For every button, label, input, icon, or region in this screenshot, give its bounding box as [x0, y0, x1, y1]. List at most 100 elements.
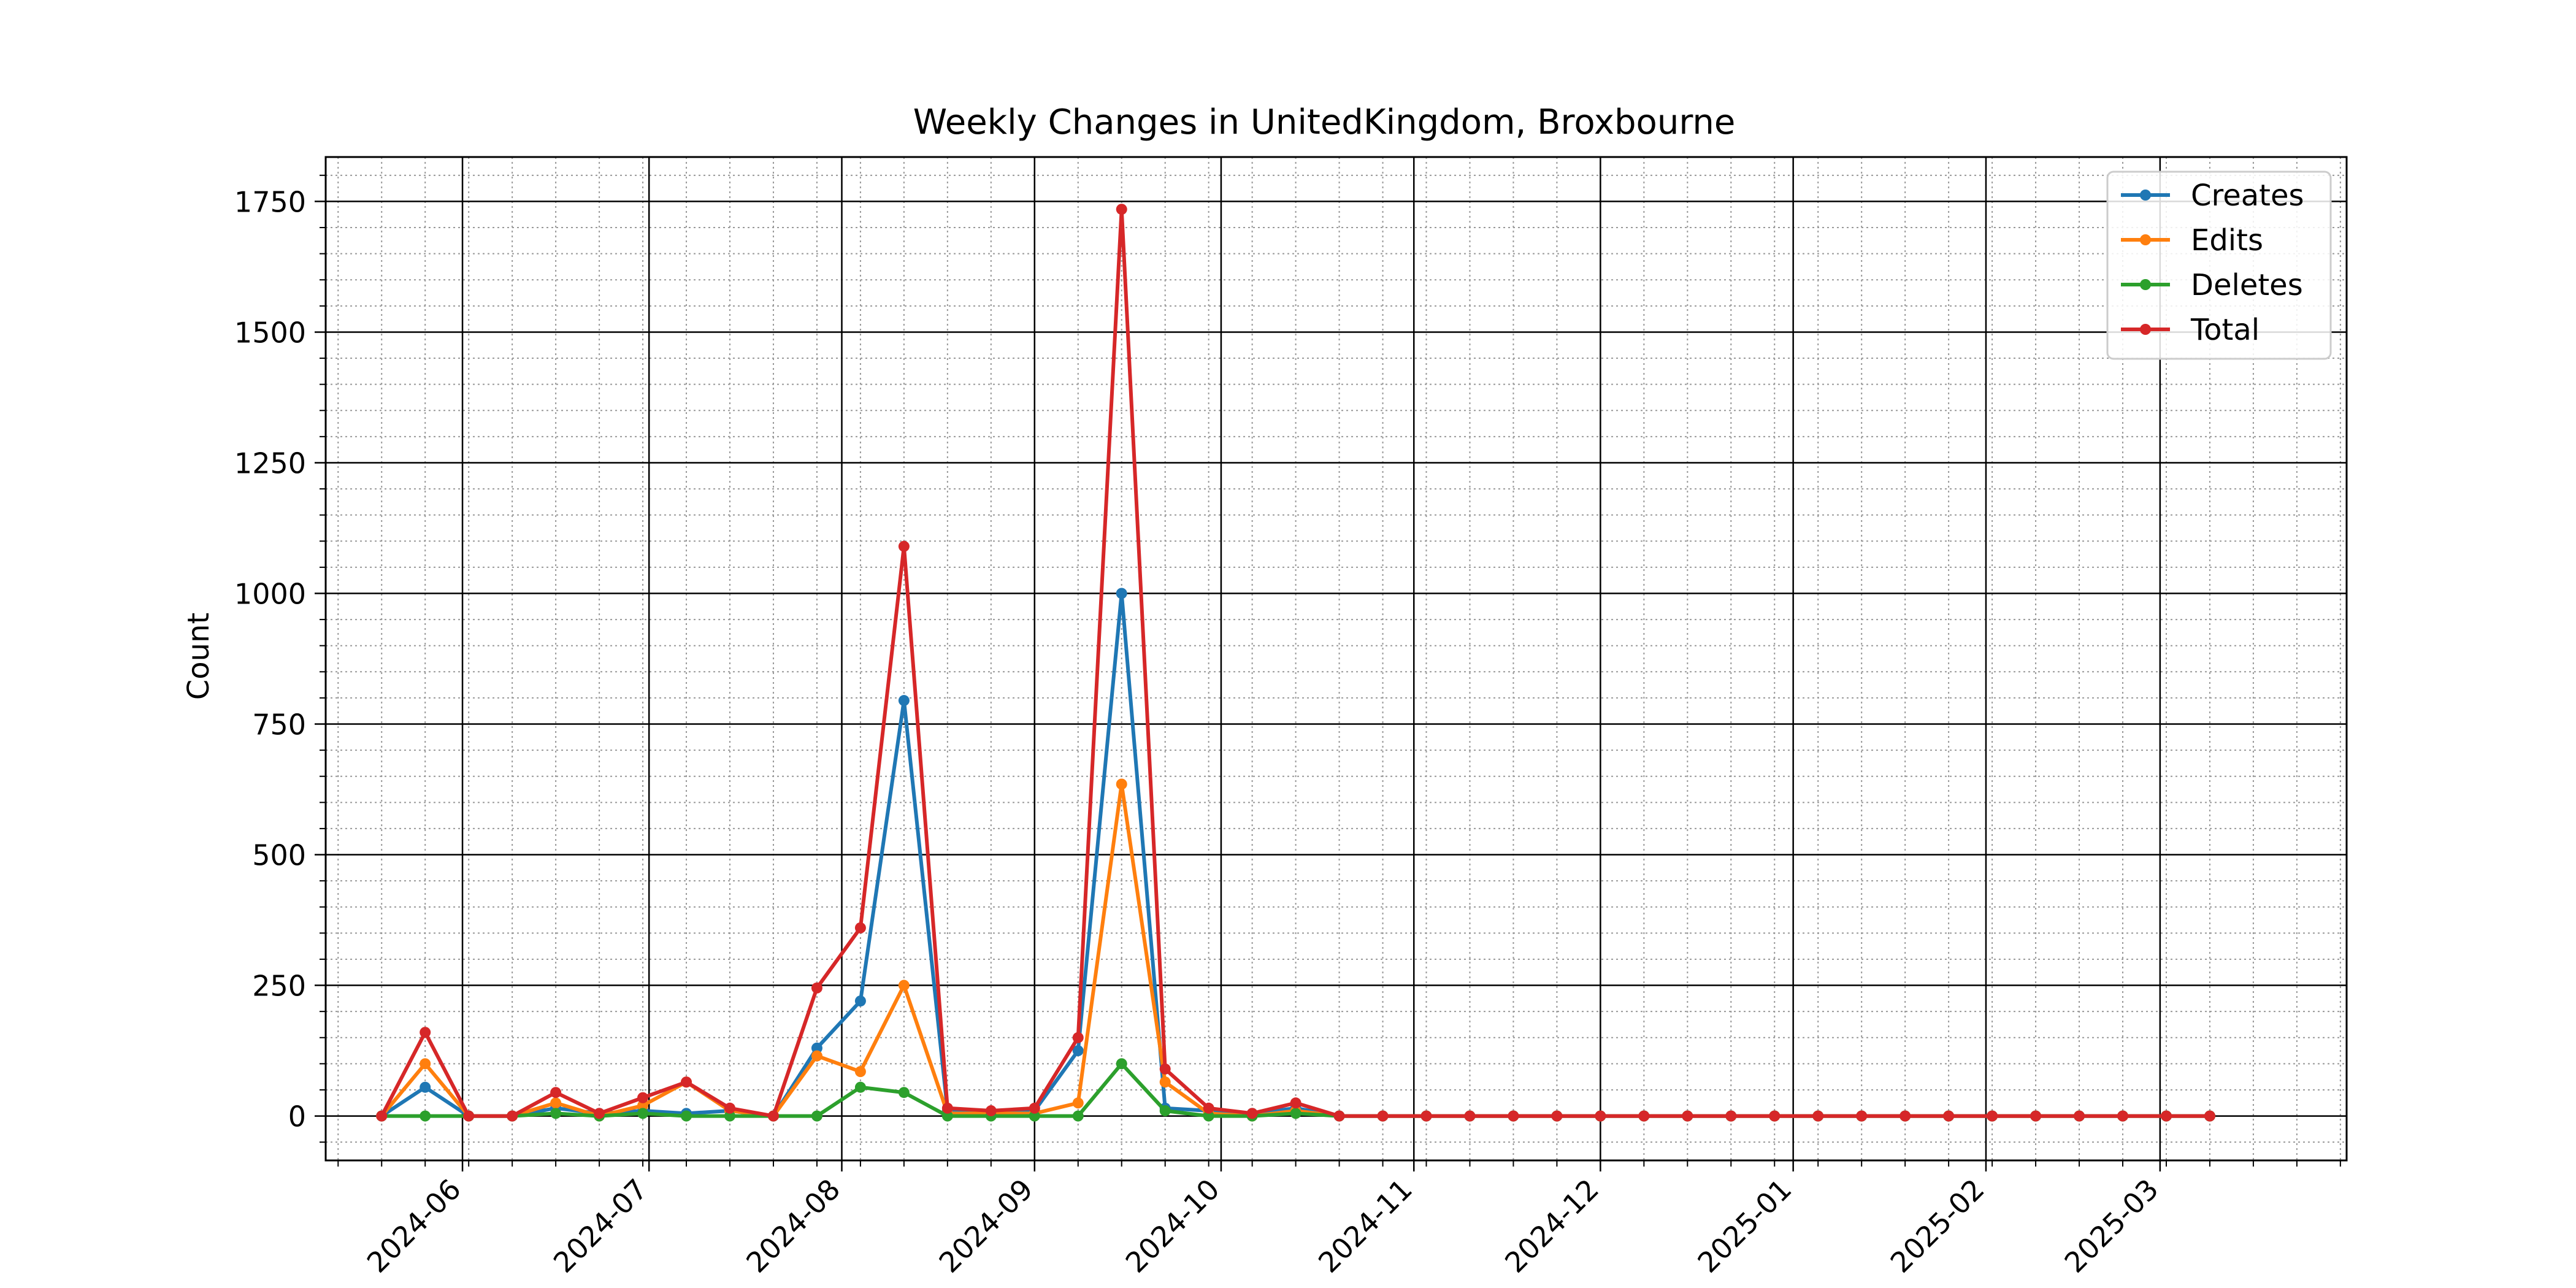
data-point-total — [2204, 1110, 2215, 1122]
data-point-total — [463, 1110, 475, 1122]
data-point-total — [1682, 1110, 1693, 1122]
x-tick-label: 2024-10 — [1119, 1173, 1226, 1279]
legend-marker-total — [2140, 324, 2151, 335]
data-point-creates — [854, 995, 866, 1007]
data-point-total — [854, 922, 866, 933]
data-point-total — [1987, 1110, 1998, 1122]
data-point-creates — [420, 1081, 431, 1093]
data-point-total — [376, 1110, 388, 1122]
data-point-edits — [811, 1050, 822, 1062]
major-grid — [326, 157, 2347, 1160]
data-point-total — [941, 1102, 953, 1114]
data-point-edits — [1116, 778, 1127, 790]
data-point-total — [1116, 204, 1127, 215]
legend-box — [2106, 171, 2332, 360]
y-tick-label: 250 — [252, 970, 306, 1003]
data-point-deletes — [1159, 1105, 1171, 1117]
data-point-total — [2074, 1110, 2085, 1122]
data-point-total — [2160, 1110, 2172, 1122]
legend-label-creates: Creates — [2191, 178, 2304, 213]
legend-label-edits: Edits — [2191, 223, 2263, 258]
legend: Creates Edits Deletes Total — [2106, 171, 2332, 360]
x-tick-label: 2025-01 — [1691, 1173, 1798, 1279]
plot-area-frame — [324, 156, 2348, 1162]
data-point-deletes — [550, 1108, 562, 1119]
data-point-total — [2117, 1110, 2129, 1122]
data-point-total — [1595, 1110, 1606, 1122]
data-point-deletes — [420, 1110, 431, 1122]
data-point-total — [1856, 1110, 1868, 1122]
data-point-deletes — [941, 1110, 953, 1122]
data-point-total — [1943, 1110, 1955, 1122]
data-point-total — [550, 1087, 562, 1098]
data-point-creates — [898, 695, 910, 707]
data-point-total — [811, 982, 822, 994]
data-point-total — [985, 1105, 997, 1117]
y-tick-label: 1500 — [234, 316, 306, 349]
data-point-total — [637, 1092, 649, 1103]
data-point-edits — [898, 979, 910, 991]
data-point-total — [1812, 1110, 1824, 1122]
x-axis: 2024-06 2024-07 2024-08 2024-09 2024-10 2024-… — [337, 1160, 2341, 1279]
data-point-total — [1420, 1110, 1432, 1122]
legend-marker-edits — [2140, 234, 2151, 245]
minor-grid — [326, 157, 2347, 1160]
data-point-total — [1551, 1110, 1563, 1122]
series-lines — [376, 204, 2215, 1122]
data-point-total — [1769, 1110, 1781, 1122]
x-tick-label: 2024-12 — [1498, 1173, 1605, 1279]
data-point-total — [1899, 1110, 1911, 1122]
chart-title: Weekly Changes in UnitedKingdom, Broxbou… — [913, 102, 1736, 142]
data-point-deletes — [637, 1108, 649, 1119]
y-tick-label: 0 — [288, 1100, 306, 1133]
legend-label-total: Total — [2190, 313, 2260, 347]
data-point-edits — [420, 1058, 431, 1070]
data-point-edits — [1072, 1097, 1084, 1109]
data-point-deletes — [898, 1087, 910, 1098]
x-tick-label: 2024-11 — [1312, 1173, 1419, 1279]
y-tick-label: 750 — [252, 708, 306, 742]
data-point-edits — [550, 1097, 562, 1109]
data-point-total — [767, 1110, 779, 1122]
data-point-edits — [637, 1100, 649, 1111]
data-point-deletes — [811, 1110, 822, 1122]
y-axis-label: Count — [182, 613, 216, 700]
data-point-deletes — [1290, 1108, 1301, 1119]
data-point-deletes — [1072, 1110, 1084, 1122]
x-tick-label: 2025-03 — [2058, 1173, 2165, 1279]
data-point-edits — [854, 1066, 866, 1078]
data-point-total — [1464, 1110, 1476, 1122]
data-point-total — [1638, 1110, 1650, 1122]
x-tick-label: 2025-02 — [1884, 1173, 1991, 1279]
y-tick-label: 1750 — [234, 185, 306, 218]
data-point-total — [1290, 1097, 1301, 1109]
data-point-total — [1725, 1110, 1737, 1122]
data-point-edits — [1159, 1076, 1171, 1088]
data-point-total — [898, 540, 910, 552]
data-point-total — [681, 1076, 692, 1088]
legend-label-deletes: Deletes — [2191, 268, 2303, 302]
data-point-total — [1246, 1108, 1258, 1119]
legend-marker-deletes — [2140, 279, 2151, 290]
data-point-total — [1508, 1110, 1519, 1122]
data-point-total — [1333, 1110, 1345, 1122]
data-point-creates — [811, 1042, 822, 1054]
data-point-total — [594, 1108, 605, 1119]
data-point-creates — [1116, 588, 1127, 599]
data-point-deletes — [724, 1110, 735, 1122]
x-tick-label: 2024-06 — [361, 1173, 467, 1279]
legend-marker-creates — [2140, 190, 2151, 201]
data-point-total — [2030, 1110, 2042, 1122]
data-point-deletes — [1203, 1110, 1214, 1122]
data-point-total — [1072, 1032, 1084, 1043]
x-tick-label: 2024-08 — [740, 1173, 846, 1279]
x-tick-label: 2024-07 — [547, 1173, 654, 1279]
data-point-deletes — [854, 1081, 866, 1093]
x-tick-label: 2024-09 — [932, 1173, 1039, 1279]
y-axis: 0 250 500 750 1000 1250 1500 1750 — [234, 174, 326, 1143]
y-tick-label: 1250 — [234, 447, 306, 480]
data-point-total — [1029, 1102, 1040, 1114]
data-point-total — [1377, 1110, 1389, 1122]
data-point-deletes — [681, 1110, 692, 1122]
